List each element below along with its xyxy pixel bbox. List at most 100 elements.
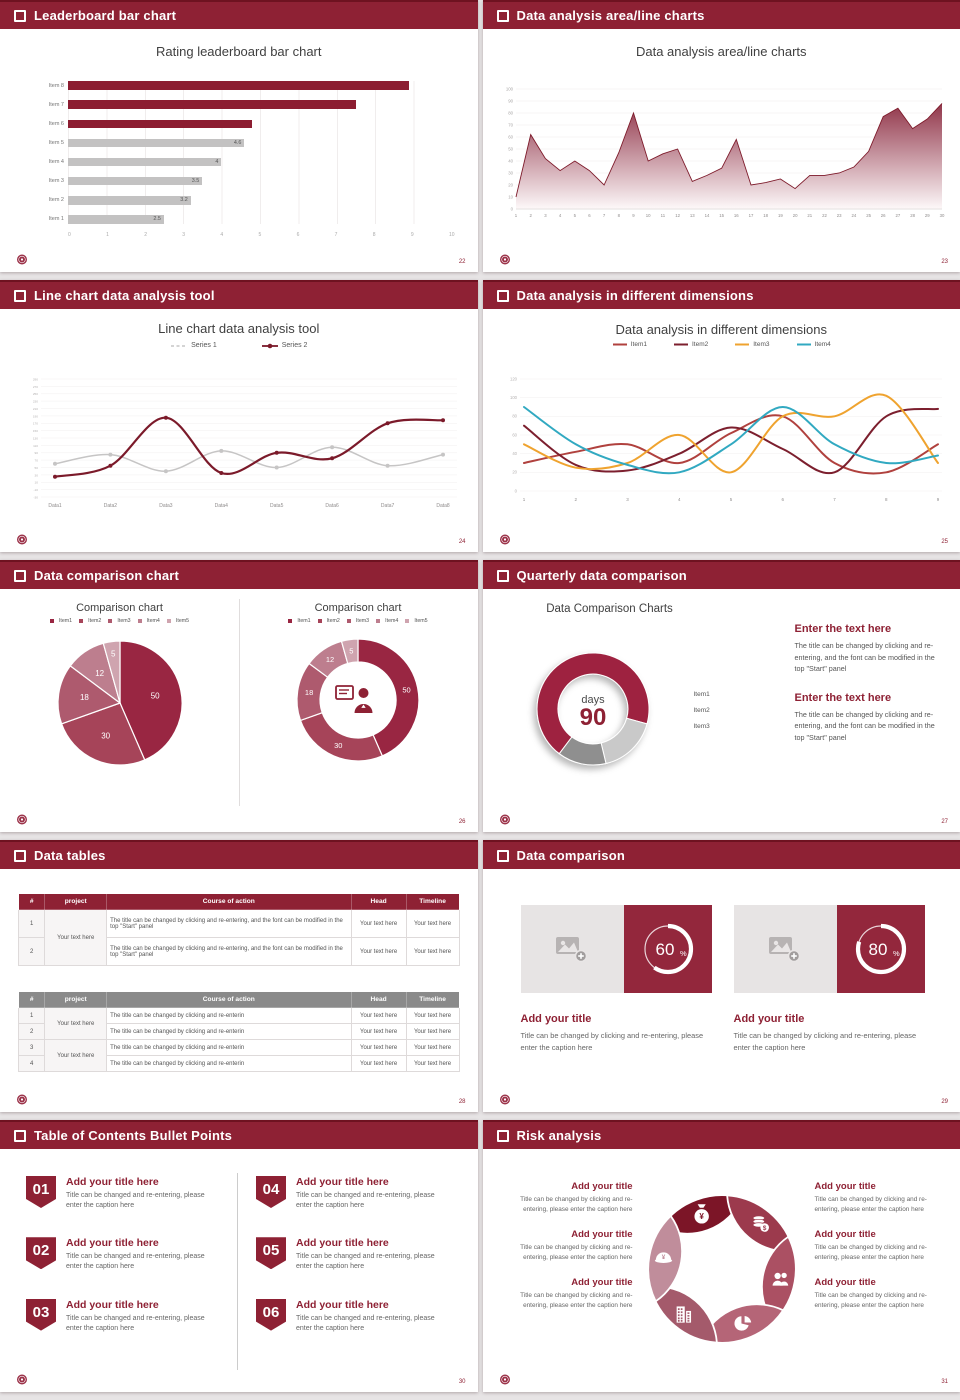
table-row: 1 Your text here The title can be changed … — [17, 1007, 460, 1040]
money-cap-icon: ¥ — [654, 1252, 672, 1263]
bar-category-label: Item 6 — [48, 120, 64, 127]
slide-header-title: Leaderboard bar chart — [34, 8, 177, 23]
column-header: project — [44, 991, 108, 1008]
cell-course: The title can be changed by clicking and… — [106, 1039, 352, 1056]
y-axis-tick: 60 — [512, 432, 517, 437]
toc-item-body: Title can be changed and re-entering, pl… — [66, 1253, 205, 1271]
series-line-series2 — [53, 416, 445, 478]
y-axis-tick: -30 — [34, 495, 39, 499]
block-heading: Add your title — [814, 1229, 876, 1241]
x-axis-tick: Data4 — [215, 503, 229, 509]
legend-swatch — [317, 619, 322, 623]
square-bullet-icon — [496, 1129, 509, 1142]
risk-text-column-right: Add your title Title can be changed by cl… — [815, 1181, 949, 1311]
block-heading: Add your title — [814, 1181, 876, 1192]
toc-number-badge: 05 — [256, 1237, 286, 1270]
legend-item: Series 1 — [170, 342, 217, 349]
cell-head: Your text here — [350, 1055, 407, 1072]
slide-header-title: Data comparison — [516, 848, 625, 863]
legend-marker-icon — [612, 343, 627, 346]
bar — [68, 81, 410, 90]
x-axis-tick: 2 — [144, 232, 147, 238]
x-axis-tick: 5 — [573, 213, 576, 218]
school-logo — [17, 254, 27, 265]
slide-header: Data comparison chart — [0, 560, 478, 589]
slide-header: Table of Contents Bullet Points — [0, 1120, 478, 1149]
column-header: Timeline — [405, 991, 460, 1008]
slide-header: Data tables — [0, 840, 478, 869]
toc-number-badge: 02 — [26, 1237, 56, 1270]
x-axis-tick: 9 — [632, 213, 635, 218]
school-logo — [499, 534, 510, 545]
progress-ring-box: 80% — [836, 905, 925, 993]
bar-row: Item 6 — [36, 119, 452, 129]
x-axis-tick: 27 — [895, 213, 900, 218]
multi-line-chart: 0 20 40 60 80 100 120 1 2 3 4 5 6 7 8 9 — [510, 376, 942, 502]
x-axis-tick: 3 — [182, 232, 186, 238]
x-axis-tick: 13 — [689, 213, 694, 218]
legend-item: Item4 — [137, 618, 160, 624]
data-point — [441, 452, 445, 457]
data-table: # project Course of action Head Timeline 1 You… — [17, 893, 460, 966]
slide-data-comparison: Data comparison — [482, 840, 960, 1112]
legend-marker-icon — [171, 344, 188, 347]
legend-item: Item1 — [691, 691, 710, 698]
table-2: # project Course of action Head Timeline 1 You… — [17, 991, 460, 1072]
x-axis-tick: 24 — [851, 213, 856, 218]
y-axis-tick: 270 — [33, 385, 38, 389]
block-body: The title can be changed by clicking and… — [794, 709, 935, 742]
comparison-card: 60% Add your title Title can be changed … — [520, 905, 712, 1054]
column-header: project — [44, 893, 108, 910]
legend-item: Item3 — [108, 618, 131, 624]
bar-track: 3.5 — [68, 176, 452, 186]
legend-label: Item1 — [58, 618, 73, 624]
cell-head: Your text here — [350, 1023, 407, 1040]
legend-label: Item2 — [693, 707, 710, 714]
cell-project: Your text here — [44, 1007, 108, 1040]
slide-header-title: Quarterly data comparison — [516, 568, 687, 583]
column-header: Course of action — [106, 991, 352, 1008]
block-heading: Add your title — [571, 1277, 633, 1289]
data-point — [385, 421, 390, 426]
toc-item-title: Add your title here — [66, 1237, 159, 1250]
x-axis-tick: 17 — [748, 213, 753, 218]
y-axis-tick: 70 — [508, 123, 513, 128]
cell-head: Your text here — [350, 909, 407, 938]
legend-item: Item2 — [79, 618, 101, 624]
column-header: Timeline — [405, 893, 460, 910]
square-bullet-icon — [496, 9, 509, 22]
x-axis-tick: 30 — [939, 213, 944, 218]
data-table: # project Course of action Head Timeline 1 You… — [17, 991, 460, 1072]
page-number: 31 — [941, 1379, 948, 1385]
bar: 3.5 — [68, 176, 203, 186]
school-logo — [499, 254, 510, 265]
square-bullet-icon — [496, 569, 509, 582]
legend-swatch — [108, 619, 113, 623]
slide-header: Data analysis area/line charts — [482, 0, 960, 29]
ring-percent-value: 60 — [655, 940, 674, 959]
legend-swatch — [346, 619, 351, 623]
chart-legend: Item1 Item2 Item3 Item4 — [483, 341, 960, 348]
bar-category-label: Item 8 — [48, 82, 64, 89]
data-point — [163, 469, 168, 474]
bar-row: Item 3 3.5 — [36, 176, 452, 186]
table-row: 2 The title can be changed by clicking an… — [17, 937, 460, 966]
slice-item2 — [299, 711, 384, 762]
image-placeholder — [733, 905, 837, 993]
y-axis-tick: 40 — [512, 451, 517, 456]
chart-title: Data analysis in different dimensions — [615, 322, 828, 337]
bar-track — [68, 81, 452, 90]
cell-timeline: Your text here — [405, 1039, 460, 1056]
series-line-series1 — [54, 446, 444, 472]
cell-head: Your text here — [350, 1007, 407, 1024]
slide-header: Line chart data analysis tool — [0, 280, 478, 309]
slide-header: Leaderboard bar chart — [0, 0, 478, 29]
x-axis-tick: 6 — [296, 232, 300, 238]
slide-header-title: Risk analysis — [516, 1128, 602, 1143]
vertical-divider — [238, 599, 240, 806]
legend-marker-icon — [261, 343, 278, 348]
vertical-divider — [237, 1173, 238, 1370]
toc-item-body: Title can be changed and re-entering, pl… — [296, 1192, 435, 1210]
block-heading: Enter the text here — [794, 691, 892, 704]
